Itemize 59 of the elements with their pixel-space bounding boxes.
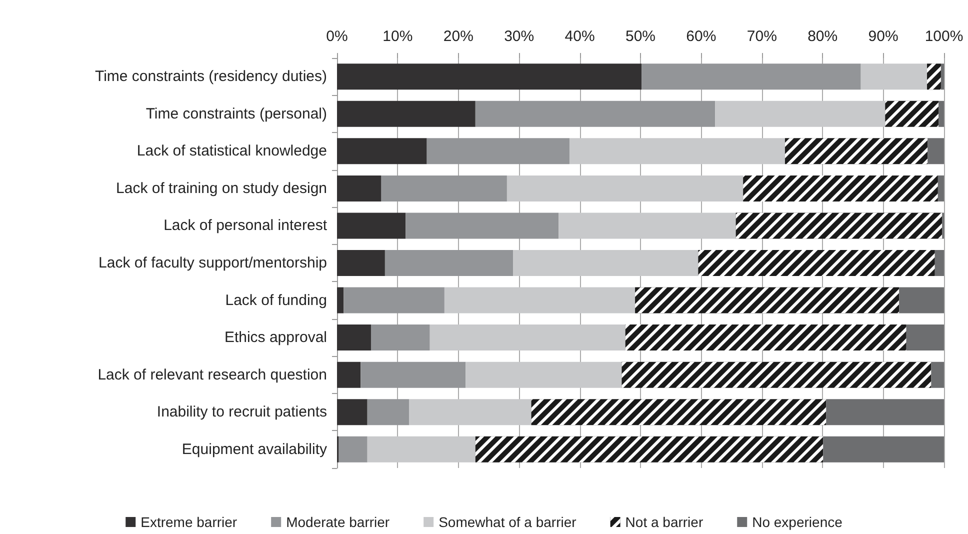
y-tick-label: Inability to recruit patients [156,404,327,421]
bar [367,436,476,462]
x-tick-label: 70% [746,28,777,45]
y-tick-label: Lack of faculty support/mentorship [98,254,327,272]
bar [338,436,368,462]
bar [715,100,886,127]
bar [409,399,532,426]
bar [475,100,716,127]
bar [426,138,570,164]
bar [558,212,736,239]
legend-label: Not a barrier [625,514,704,530]
bar [466,362,622,388]
y-tick-label: Ethics approval [224,329,327,346]
x-tick-label: 100% [924,28,964,45]
bar [860,64,928,90]
bar [367,399,410,426]
bar [337,324,371,351]
y-tick-label: Lack of relevant research question [98,366,327,384]
bar [381,175,507,202]
bar [506,175,744,202]
bar [444,287,636,314]
bar [360,362,466,388]
x-tick-label: 90% [868,28,898,45]
bar [370,324,430,351]
x-tick-label: 80% [808,28,838,45]
bar [337,138,427,164]
legend-label: Moderate barrier [286,514,390,530]
bar [337,100,476,127]
y-tick-label: Lack of funding [225,292,327,309]
bar [337,212,406,239]
bar [337,399,368,426]
bar [513,250,698,276]
legend-label: No experience [752,514,843,530]
x-tick-label: 60% [686,28,716,45]
y-tick-label: Time constraints (personal) [146,105,328,122]
legend-label: Extreme barrier [140,514,238,530]
bar [344,287,444,314]
y-tick-label: Time constraints (residency duties) [94,68,327,86]
bar [337,287,344,314]
bar [337,175,382,202]
bar [384,250,514,276]
y-tick-label: Lack of statistical knowledge [136,142,327,160]
bar [406,212,559,239]
bar [430,324,626,351]
x-tick-label: 30% [504,28,534,45]
bar [569,138,785,164]
x-tick-label: 20% [443,28,474,45]
x-tick-label: 50% [625,28,656,45]
bar [337,250,385,276]
x-tick-label: 10% [382,28,413,45]
bar [337,362,361,388]
x-tick-label: 0% [326,28,348,45]
legend-label: Somewhat of a barrier [438,514,577,530]
y-tick-label: Lack of training on study design [116,180,327,197]
y-tick-label: Lack of personal interest [164,217,328,234]
y-tick-label: Equipment availability [182,440,328,458]
bar [642,64,861,90]
x-tick-label: 40% [564,28,595,45]
bar [337,64,642,90]
